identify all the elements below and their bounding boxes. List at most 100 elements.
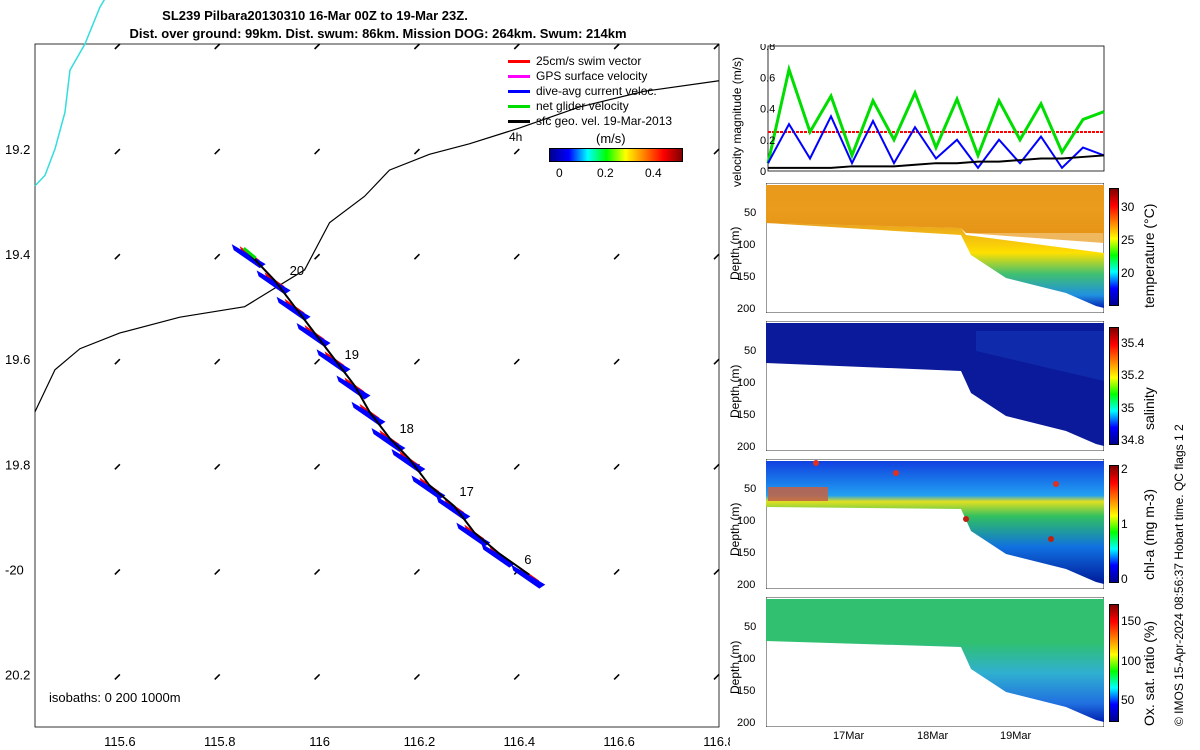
current-arrow — [314, 358, 321, 365]
current-vector — [436, 496, 471, 521]
current-arrow — [214, 358, 221, 365]
current-arrow — [613, 673, 620, 681]
velocity-y-tick: 0 — [760, 166, 766, 175]
vel-ylabel: velocity magnitude (m/s) — [730, 56, 744, 187]
map-frame — [34, 43, 720, 728]
current-arrow — [114, 568, 121, 575]
ox-colorbar — [1109, 604, 1119, 722]
isobath-200 — [34, 80, 720, 413]
depth-tick: 200 — [737, 579, 756, 591]
sal-colorbar — [1109, 327, 1119, 445]
date-tick-0: 17Mar — [833, 730, 865, 742]
map-y-tick: 20.2 — [5, 667, 30, 682]
map-x-tick: 116.8 — [703, 734, 730, 749]
current-vector — [411, 475, 446, 500]
track-day-label: 18 — [399, 421, 413, 436]
track-day-labels: 20 19 18 17 6 — [290, 263, 532, 567]
temp-cb-t2: 30 — [1121, 200, 1135, 214]
ox-ylabel: Depth (m) — [728, 640, 742, 694]
map-tick-labels: 115.6 115.8 116 116.2 116.4 116.6 116.8 19.2 19.… — [5, 142, 730, 749]
current-arrow — [713, 463, 720, 470]
chla-cb-t2: 2 — [1121, 462, 1128, 476]
current-arrow — [314, 463, 321, 470]
track-day-label: 20 — [290, 263, 304, 278]
current-arrow — [613, 253, 620, 260]
map-x-tick: 116.4 — [504, 734, 536, 749]
velocity-y-tick: 0.6 — [760, 72, 775, 84]
velocity-series — [768, 154, 1105, 169]
temperature-section — [766, 183, 1104, 313]
current-arrow — [713, 358, 720, 365]
track-day-label: 19 — [345, 347, 359, 362]
legend-extra: 4h — [509, 130, 523, 144]
chla-cb-t0: 0 — [1121, 572, 1128, 586]
current-arrow — [114, 43, 121, 50]
depth-tick: 100 — [737, 515, 756, 527]
current-arrow — [613, 568, 620, 575]
depth-tick: 150 — [737, 271, 756, 283]
current-arrow — [314, 673, 321, 681]
map-x-tick: 116.2 — [404, 734, 436, 749]
current-arrow — [114, 358, 121, 365]
velocity-series — [766, 63, 1105, 164]
current-arrow — [214, 253, 221, 260]
map-legend: 25cm/s swim vector GPS surface velocity di… — [500, 54, 700, 129]
map-y-tick: 19.2 — [5, 142, 30, 157]
current-arrow — [314, 43, 321, 50]
current-vector — [336, 375, 371, 400]
current-arrow — [314, 148, 321, 155]
map-cbar-tick-2: 0.4 — [645, 166, 662, 180]
map-colorbar-label: (m/s) — [596, 131, 626, 146]
current-arrow — [513, 358, 520, 365]
map-cbar-tick-1: 0.2 — [597, 166, 614, 180]
current-arrow — [713, 568, 720, 575]
coastline — [34, 0, 106, 187]
current-vector — [391, 449, 426, 474]
depth-tick: 150 — [737, 409, 756, 421]
current-arrow — [613, 358, 620, 365]
map-x-tick: 115.8 — [204, 734, 236, 749]
track-day-label: 17 — [459, 484, 473, 499]
date-tick-2: 19Mar — [1000, 730, 1032, 742]
title-line1: SL239 Pilbara20130310 16-Mar 00Z to 19-M… — [162, 8, 468, 23]
chla-cb-t1: 1 — [1121, 517, 1128, 531]
map-y-tick: -20 — [5, 562, 24, 577]
velocity-frame — [767, 45, 1105, 172]
chla-ylabel: Depth (m) — [728, 502, 742, 556]
sal-cb-t3: 35.4 — [1121, 336, 1145, 350]
sal-cb-label: salinity — [1141, 387, 1157, 430]
depth-tick: 100 — [737, 239, 756, 251]
date-tick-1: 18Mar — [917, 730, 949, 742]
current-vector — [511, 564, 546, 589]
current-arrow — [513, 148, 520, 155]
temp-cb-t1: 25 — [1121, 233, 1135, 247]
ox-cb-label: Ox. sat. ratio (%) — [1141, 620, 1157, 726]
legend-swatch — [508, 60, 530, 64]
legend-swatch — [508, 90, 530, 94]
current-arrow — [214, 463, 221, 470]
ox-cb-t2: 150 — [1121, 614, 1142, 628]
legend-label: GPS surface velocity — [536, 69, 648, 83]
legend-swatch — [508, 105, 530, 109]
legend-swatch — [508, 75, 530, 79]
legend-entry: GPS surface velocity — [500, 69, 700, 84]
oxygen-section — [766, 597, 1104, 727]
current-arrow — [513, 673, 520, 681]
current-vector — [456, 522, 491, 547]
temp-colorbar — [1109, 188, 1119, 306]
depth-tick: 200 — [737, 303, 756, 315]
depth-tick: 100 — [737, 653, 756, 665]
current-arrow — [114, 673, 121, 681]
legend-label: 25cm/s swim vector — [536, 54, 642, 68]
legend-entry: dive-avg current veloc. — [500, 84, 700, 99]
chla-colorbar — [1109, 465, 1119, 583]
current-vector — [316, 349, 351, 374]
depth-tick: 50 — [744, 345, 757, 357]
current-arrow — [413, 568, 421, 575]
chla-cb-label: chl-a (mg m-3) — [1141, 488, 1157, 580]
velocity-y-tick: 0.8 — [760, 44, 775, 53]
temp-cb-t0: 20 — [1121, 266, 1135, 280]
current-vector — [481, 543, 516, 568]
map-y-tick: 19.6 — [5, 352, 30, 367]
temp-cb-label: temperature (°C) — [1141, 203, 1157, 308]
